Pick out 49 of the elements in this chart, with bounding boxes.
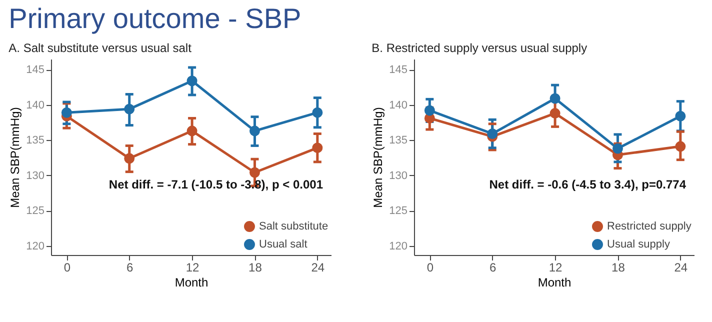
y-tick-label: 135	[26, 134, 44, 147]
y-tick-label: 120	[26, 240, 44, 252]
point	[124, 153, 135, 164]
y-axis-title: Mean SBP(mmHg)	[8, 107, 22, 208]
point	[550, 93, 560, 104]
y-tick-label: 125	[26, 205, 44, 218]
point	[312, 142, 323, 154]
point	[312, 107, 323, 118]
point	[186, 126, 198, 136]
point	[675, 110, 686, 122]
x-tick-label: 18	[612, 260, 626, 274]
legend-label: Usual salt	[259, 238, 308, 250]
x-tick-label: 0	[426, 260, 434, 274]
chart-title: B. Restricted supply versus usual supply	[372, 41, 588, 55]
y-tick-label: 140	[26, 99, 44, 112]
y-tick-label: 145	[26, 64, 44, 76]
point	[550, 108, 560, 119]
x-tick-label: 24	[674, 260, 688, 274]
y-tick-label: 125	[389, 205, 408, 218]
x-tick-label: 6	[126, 260, 134, 274]
point	[249, 167, 260, 178]
x-axis-title: Month	[174, 276, 208, 290]
y-tick-label: 130	[389, 170, 408, 182]
point	[487, 128, 498, 139]
point	[61, 107, 72, 118]
y-tick-label: 140	[389, 99, 408, 112]
legend-label: Usual supply	[607, 238, 670, 250]
chart-title: A. Salt substitute versus usual salt	[8, 41, 192, 55]
x-tick-label: 12	[548, 260, 563, 274]
legend-label: Salt substitute	[259, 220, 328, 232]
y-tick-label: 135	[389, 134, 408, 147]
x-tick-label: 6	[490, 260, 497, 274]
y-tick-label: 145	[389, 64, 408, 76]
x-tick-label: 24	[311, 260, 325, 274]
point	[124, 104, 135, 114]
y-axis-title: Mean SBP(mmHg)	[371, 107, 386, 208]
x-tick-label: 0	[64, 260, 71, 274]
point	[249, 126, 260, 136]
y-tick-label: 120	[389, 240, 408, 252]
x-tick-label: 12	[186, 260, 200, 274]
point	[186, 76, 198, 86]
x-axis-title: Month	[538, 276, 572, 290]
text: Primary outcome - SBP	[8, 3, 302, 34]
point	[675, 141, 686, 152]
legend-label: Restricted supply	[607, 220, 692, 232]
annotation: Net diff. = -7.1 (-10.5 to -3.8), p < 0.001	[108, 177, 324, 192]
annotation: Net diff. = -0.6 (-4.5 to 3.4), p=0.774	[489, 177, 686, 192]
x-tick-label: 18	[248, 260, 262, 274]
y-tick-label: 130	[26, 170, 44, 182]
